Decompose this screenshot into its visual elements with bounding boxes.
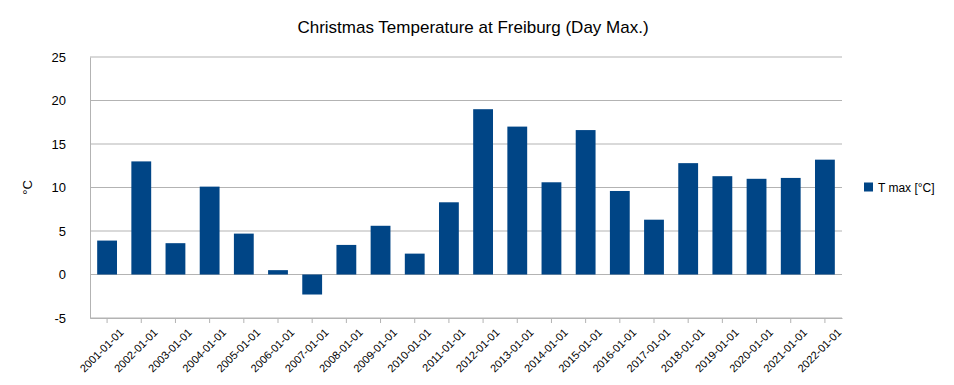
x-tick: 2022-01-01 bbox=[795, 318, 843, 374]
bar bbox=[234, 234, 254, 275]
x-tick-mark bbox=[312, 318, 313, 323]
grid-line bbox=[90, 318, 842, 319]
bar bbox=[200, 187, 220, 275]
bar bbox=[336, 245, 356, 275]
bar bbox=[644, 220, 664, 275]
y-axis: -5 0 5 10 15 20 25 bbox=[52, 50, 91, 326]
grid-line bbox=[90, 57, 842, 58]
y-tick: 15 bbox=[52, 137, 90, 152]
x-tick-mark bbox=[824, 318, 825, 323]
bar bbox=[747, 179, 767, 275]
x-tick-mark bbox=[243, 318, 244, 323]
x-tick-mark bbox=[209, 318, 210, 323]
y-tick: 0 bbox=[59, 267, 90, 282]
bar bbox=[405, 254, 425, 275]
x-tick-label: 2022-01-01 bbox=[795, 326, 843, 374]
bar bbox=[712, 176, 732, 274]
x-tick-mark bbox=[517, 318, 518, 323]
x-axis: 2001-01-012002-01-012003-01-012004-01-01… bbox=[77, 318, 843, 374]
bar bbox=[610, 191, 630, 275]
bar bbox=[97, 241, 117, 275]
x-tick-mark bbox=[141, 318, 142, 323]
x-tick-mark bbox=[448, 318, 449, 323]
x-tick-mark bbox=[722, 318, 723, 323]
legend-label: T max [°C] bbox=[878, 181, 935, 195]
title: Christmas Temperature at Freiburg (Day M… bbox=[297, 18, 648, 37]
y-tick-label: 5 bbox=[59, 224, 66, 239]
bar bbox=[507, 127, 527, 275]
y-tick-label: 10 bbox=[52, 180, 66, 195]
grid-line bbox=[90, 100, 842, 101]
x-tick-mark bbox=[790, 318, 791, 323]
y-tick: -5 bbox=[54, 311, 90, 326]
x-axis-line bbox=[91, 318, 843, 319]
y-axis-title: °C bbox=[20, 180, 35, 195]
bar bbox=[131, 161, 151, 274]
y-tick-label: 25 bbox=[52, 50, 66, 65]
y-tick: 20 bbox=[52, 93, 90, 108]
bar bbox=[371, 226, 391, 275]
x-tick-mark bbox=[756, 318, 757, 323]
y-tick-label: -5 bbox=[54, 311, 66, 326]
bars bbox=[97, 109, 835, 294]
x-tick-mark bbox=[107, 318, 108, 323]
chart: -5 0 5 10 15 20 25 2001-01-012002-01-012003-01-… bbox=[0, 0, 954, 385]
grid bbox=[90, 57, 842, 318]
y-tick: 10 bbox=[52, 180, 90, 195]
bar bbox=[439, 202, 459, 274]
bar bbox=[166, 243, 186, 274]
y-tick-label: 15 bbox=[52, 137, 66, 152]
bar bbox=[268, 270, 288, 274]
x-tick-mark bbox=[346, 318, 347, 323]
legend-swatch bbox=[864, 183, 873, 192]
y-tick: 5 bbox=[59, 224, 90, 239]
x-tick-mark bbox=[654, 318, 655, 323]
x-tick-mark bbox=[278, 318, 279, 323]
x-tick-mark bbox=[175, 318, 176, 323]
bar bbox=[678, 163, 698, 274]
bar bbox=[576, 130, 596, 274]
bar bbox=[302, 275, 322, 295]
x-tick-mark bbox=[414, 318, 415, 323]
legend: T max [°C] bbox=[864, 181, 935, 195]
y-axis-line bbox=[90, 58, 91, 319]
x-tick-mark bbox=[688, 318, 689, 323]
x-tick-mark bbox=[585, 318, 586, 323]
grid-line bbox=[90, 144, 842, 145]
bar bbox=[542, 182, 562, 274]
y-tick-label: 0 bbox=[59, 267, 66, 282]
x-tick-mark bbox=[483, 318, 484, 323]
x-tick-mark bbox=[380, 318, 381, 323]
y-tick-label: 20 bbox=[52, 93, 66, 108]
plot: -5 0 5 10 15 20 25 2001-01-012002-01-012003-01-… bbox=[52, 50, 844, 375]
bar bbox=[781, 178, 801, 275]
y-tick: 25 bbox=[52, 50, 90, 65]
x-tick-mark bbox=[619, 318, 620, 323]
bar bbox=[473, 109, 493, 274]
bar bbox=[815, 160, 835, 275]
x-tick-mark bbox=[551, 318, 552, 323]
